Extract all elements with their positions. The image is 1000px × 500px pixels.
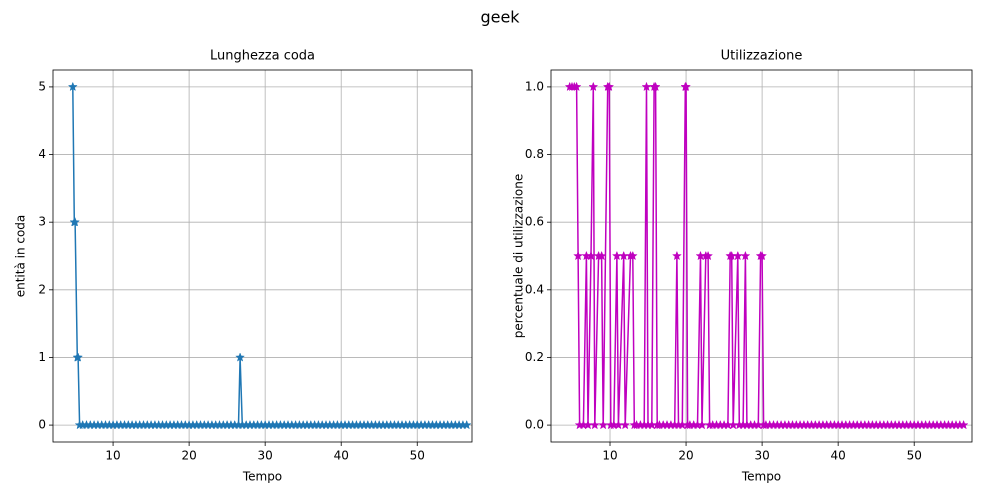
marker [958,419,969,430]
marker [598,419,609,430]
marker [235,352,245,362]
y-tick-label: 0.4 [525,282,544,296]
marker [650,81,661,92]
axes-title: Lunghezza coda [210,49,315,64]
marker [604,81,615,92]
x-axis-label: Tempo [242,470,282,484]
axes-title: Utilizzazione [721,49,803,64]
y-axis-label: entità in coda [14,215,28,298]
plot-frame [52,69,473,443]
y-tick-label: 0.2 [525,350,544,364]
marker [740,250,751,261]
marker [70,217,80,227]
y-tick-label: 5 [38,79,46,93]
plot-frame [550,69,973,443]
y-tick-label: 0.6 [525,215,544,229]
x-tick-label: 20 [181,449,196,463]
marker [672,250,682,261]
series-line [72,86,467,426]
x-tick-label: 40 [831,449,846,463]
x-tick-label: 50 [410,449,425,463]
marker [573,250,584,261]
y-tick-label: 1.0 [525,79,544,93]
figure-title: geek [480,8,520,27]
x-tick-label: 40 [334,449,349,463]
x-tick-label: 30 [258,449,273,463]
marker [67,81,78,92]
marker [703,250,714,261]
x-tick-label: 30 [754,449,769,463]
marker [461,419,472,430]
y-tick-label: 1 [38,350,46,364]
marker [588,81,599,92]
x-tick-label: 10 [602,449,617,463]
y-tick-label: 3 [38,215,46,229]
x-tick-label: 10 [105,449,120,463]
y-tick-label: 4 [38,147,46,161]
marker [589,419,600,430]
y-tick-label: 0.0 [525,418,544,432]
y-tick-label: 0.8 [525,147,544,161]
y-tick-label: 2 [38,282,46,296]
marker [620,419,631,430]
marker [757,250,768,261]
x-axis-label: Tempo [741,470,781,484]
marker [596,250,607,261]
marker [571,81,582,92]
marker [681,81,691,92]
marker [627,250,638,261]
y-tick-label: 0 [38,418,46,432]
x-tick-label: 20 [678,449,693,463]
marker [73,352,84,362]
y-axis-label: percentuale di utilizzazione [512,174,526,338]
x-tick-label: 50 [907,449,922,463]
